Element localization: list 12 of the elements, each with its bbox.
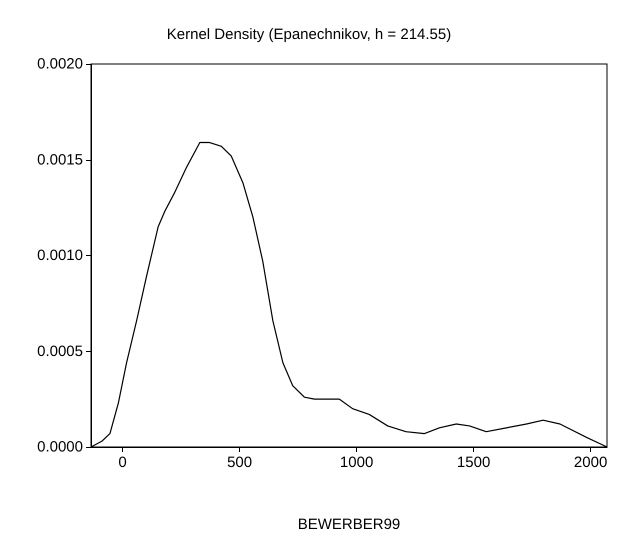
x-tick-label: 1500 [456, 454, 490, 471]
x-tick-label: 2000 [574, 454, 608, 471]
x-axis-title: BEWERBER99 [298, 516, 400, 533]
y-tick-label: 0.0000 [37, 438, 83, 456]
x-tick-label: 1000 [340, 454, 374, 471]
y-tick-label: 0.0015 [37, 151, 83, 168]
y-tick-label: 0.0005 [37, 342, 83, 360]
x-tick-label: 500 [227, 454, 252, 471]
chart-title: Kernel Density (Epanechnikov, h = 214.55) [166, 26, 452, 43]
y-tick-label: 0.0020 [37, 56, 83, 72]
y-tick-label: 0.0010 [37, 247, 83, 264]
x-tick-label: 0 [118, 454, 127, 471]
